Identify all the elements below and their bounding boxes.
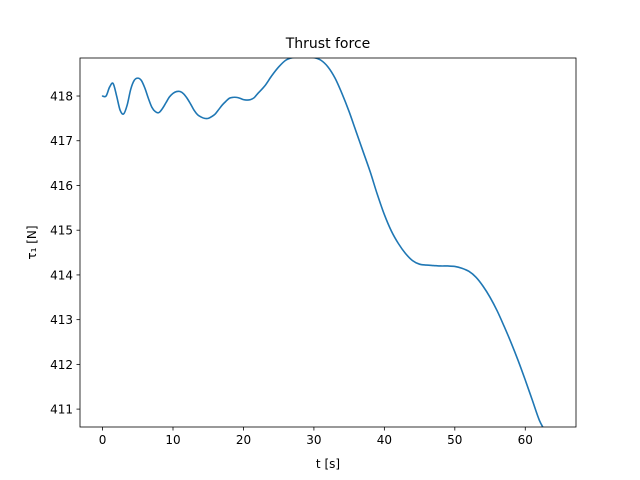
y-tick-label: 411 — [50, 403, 73, 417]
y-tick-label: 417 — [50, 134, 73, 148]
x-tick-label: 50 — [447, 433, 462, 447]
x-tick-label: 0 — [99, 433, 107, 447]
y-tick-label: 414 — [50, 268, 73, 282]
x-tick-label: 30 — [306, 433, 321, 447]
y-tick-label: 416 — [50, 179, 73, 193]
x-tick-label: 40 — [377, 433, 392, 447]
x-axis-ticks: 0 10 20 30 40 50 60 — [99, 427, 533, 447]
thrust-force-line — [101, 58, 544, 427]
y-axis-ticks: 411 412 413 414 415 416 417 418 — [50, 90, 80, 417]
y-axis-label: τ₁ [N] — [25, 225, 39, 259]
y-tick-label: 413 — [50, 313, 73, 327]
y-tick-label: 412 — [50, 358, 73, 372]
chart-title: Thrust force — [285, 36, 371, 52]
x-tick-label: 20 — [236, 433, 251, 447]
y-tick-label: 418 — [50, 90, 73, 104]
x-tick-label: 60 — [518, 433, 533, 447]
plot-frame — [79, 57, 577, 428]
y-tick-label: 415 — [50, 224, 73, 238]
x-axis-label: t [s] — [316, 457, 340, 471]
x-tick-label: 10 — [165, 433, 180, 447]
